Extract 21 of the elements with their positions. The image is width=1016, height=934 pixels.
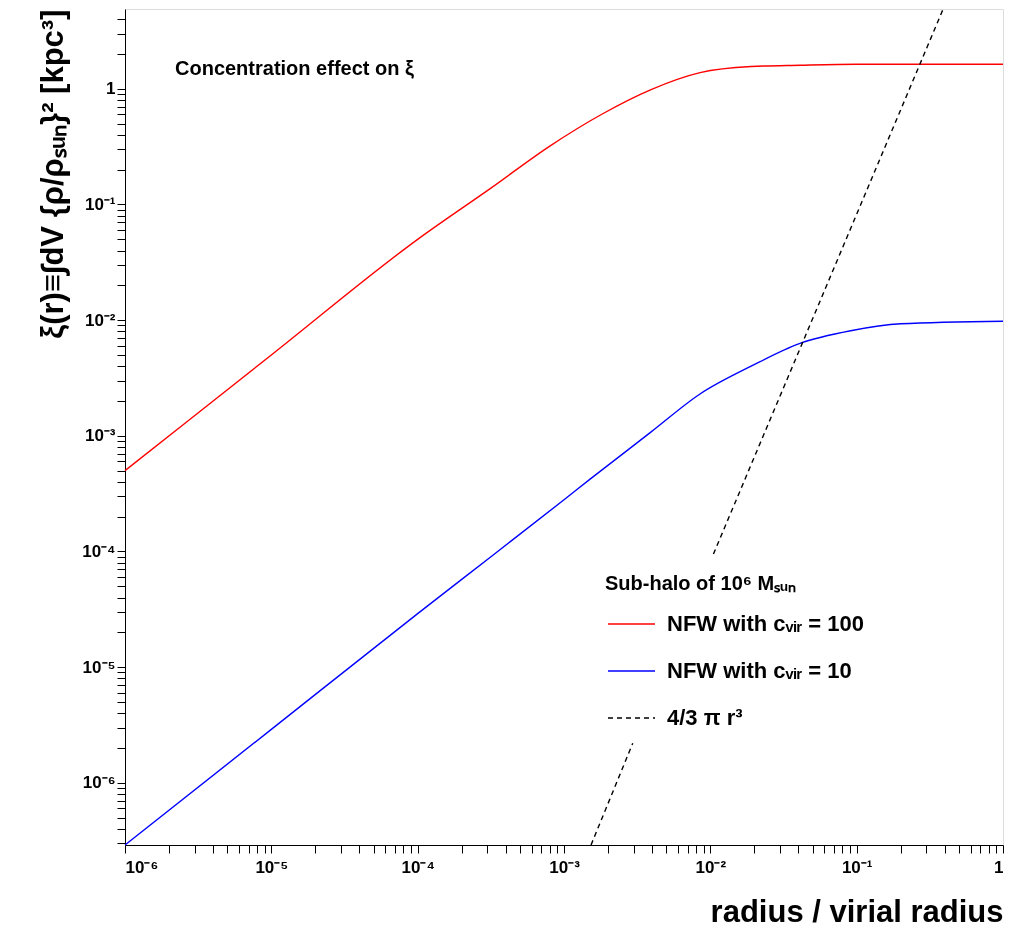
y-tick-label: 10⁻¹	[84, 195, 116, 214]
x-tick-label: 10⁻³	[549, 857, 581, 877]
x-tick-label: 10⁻²	[695, 857, 727, 877]
legend-label: NFW with cᵥᵢᵣ = 10	[667, 658, 852, 683]
y-axis-title: ξ(r)≡∫dV {ρ/ρₛᵤₙ}² [kpc³]	[35, 9, 71, 339]
y-tick-label: 10⁻³	[84, 426, 116, 446]
x-axis-title: radius / virial radius	[710, 893, 1004, 929]
y-tick-label: 10⁻⁴	[82, 541, 116, 561]
x-tick-label: 10⁻⁶	[125, 857, 159, 877]
x-tick-label: 10⁻⁴	[401, 857, 435, 877]
y-tick-label: 1	[106, 79, 116, 99]
legend-label: NFW with cᵥᵢᵣ = 100	[667, 611, 864, 636]
x-tick-label: 10⁻¹	[841, 857, 873, 877]
legend-label: 4/3 π r³	[667, 705, 743, 730]
y-tick-label: 10⁻²	[84, 310, 116, 330]
x-tick-label: 10⁻⁵	[255, 857, 289, 877]
y-tick-label: 10⁻⁶	[82, 773, 116, 793]
y-tick-label: 10⁻⁵	[82, 657, 116, 677]
legend-title: Sub-halo of 10⁶ Mₛᵤₙ	[605, 572, 796, 594]
x-tick-label: 1	[994, 857, 1004, 877]
annotation: Concentration effect on ξ	[175, 57, 415, 79]
